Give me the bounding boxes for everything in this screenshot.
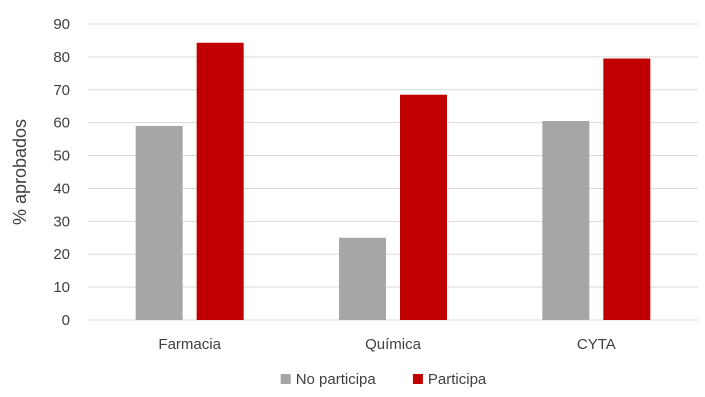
y-tick-label: 0 <box>62 312 70 329</box>
bar-no-participa-cyta <box>542 121 590 321</box>
bar-participa-farmacia <box>196 42 244 320</box>
bar-participa-química <box>400 94 447 320</box>
y-axis-label: % aprobados <box>10 119 30 225</box>
y-tick-label: 10 <box>53 279 70 296</box>
bar-no-participa-química <box>339 237 386 320</box>
legend-swatch <box>280 374 291 384</box>
y-tick-labels: 0 10 20 30 40 50 60 70 80 90 <box>53 16 70 329</box>
legend-label: No participa <box>296 371 377 388</box>
bar-no-participa-farmacia <box>135 125 183 320</box>
y-tick-label: 40 <box>53 180 70 197</box>
legend-label: Participa <box>428 371 487 388</box>
x-tick-label: Farmacia <box>158 336 221 353</box>
bar-participa-cyta <box>603 58 651 321</box>
y-tick-label: 50 <box>53 148 70 165</box>
y-tick-label: 90 <box>53 16 70 33</box>
legend: No participa Participa <box>280 371 487 388</box>
legend-swatch <box>412 374 423 384</box>
y-tick-label: 80 <box>53 49 70 66</box>
bars <box>135 42 651 321</box>
y-tick-label: 70 <box>53 82 70 99</box>
y-tick-label: 60 <box>53 115 70 132</box>
y-tick-label: 30 <box>53 213 70 230</box>
gridlines <box>88 23 698 321</box>
x-tick-labels: Farmacia Química CYTA <box>158 336 615 353</box>
x-tick-label: Química <box>365 336 422 353</box>
x-tick-label: CYTA <box>577 336 616 353</box>
y-tick-label: 20 <box>53 246 70 263</box>
